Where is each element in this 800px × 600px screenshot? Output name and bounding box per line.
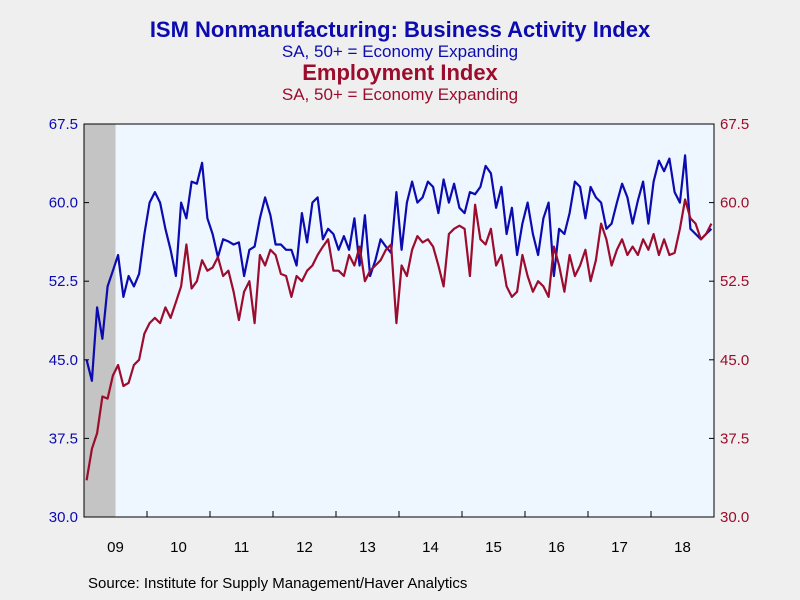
chart-title-2: Employment Index — [302, 60, 498, 85]
y-left-tick-label: 45.0 — [49, 352, 78, 369]
chart-subtitle-2: SA, 50+ = Economy Expanding — [281, 85, 519, 104]
y-left-tick-label: 52.5 — [49, 273, 78, 290]
x-tick-label: 14 — [422, 539, 439, 556]
y-right-tick-label: 67.5 — [720, 116, 749, 133]
y-right-tick-label: 30.0 — [720, 509, 749, 526]
y-right-tick-label: 45.0 — [720, 352, 749, 369]
y-right-tick-label: 37.5 — [720, 430, 749, 447]
series-line-business-activity — [85, 154, 713, 382]
x-tick-label: 18 — [674, 539, 691, 556]
x-tick-label: 11 — [234, 539, 250, 556]
x-tick-label: 16 — [548, 539, 565, 556]
series-line-employment — [85, 198, 713, 481]
x-tick-label: 13 — [359, 539, 376, 556]
y-left-tick-label: 30.0 — [49, 509, 78, 526]
x-tick-label: 12 — [296, 539, 313, 556]
y-left-tick-label: 67.5 — [49, 116, 78, 133]
y-right-tick-label: 60.0 — [720, 195, 749, 212]
y-left-tick-label: 60.0 — [49, 195, 78, 212]
chart-title-1: ISM Nonmanufacturing: Business Activity … — [149, 17, 651, 42]
chart-subtitle-1: SA, 50+ = Economy Expanding — [281, 42, 519, 61]
y-left-tick-label: 37.5 — [49, 430, 78, 447]
x-tick-label: 17 — [611, 539, 628, 556]
x-tick-label: 15 — [485, 539, 502, 556]
x-tick-label: 09 — [107, 539, 124, 556]
y-right-tick-label: 52.5 — [720, 273, 749, 290]
chart-titles: ISM Nonmanufacturing: Business Activity … — [0, 17, 800, 105]
x-tick-label: 10 — [170, 539, 187, 556]
source-note: Source: Institute for Supply Management/… — [88, 575, 468, 592]
plot-area — [84, 124, 714, 517]
